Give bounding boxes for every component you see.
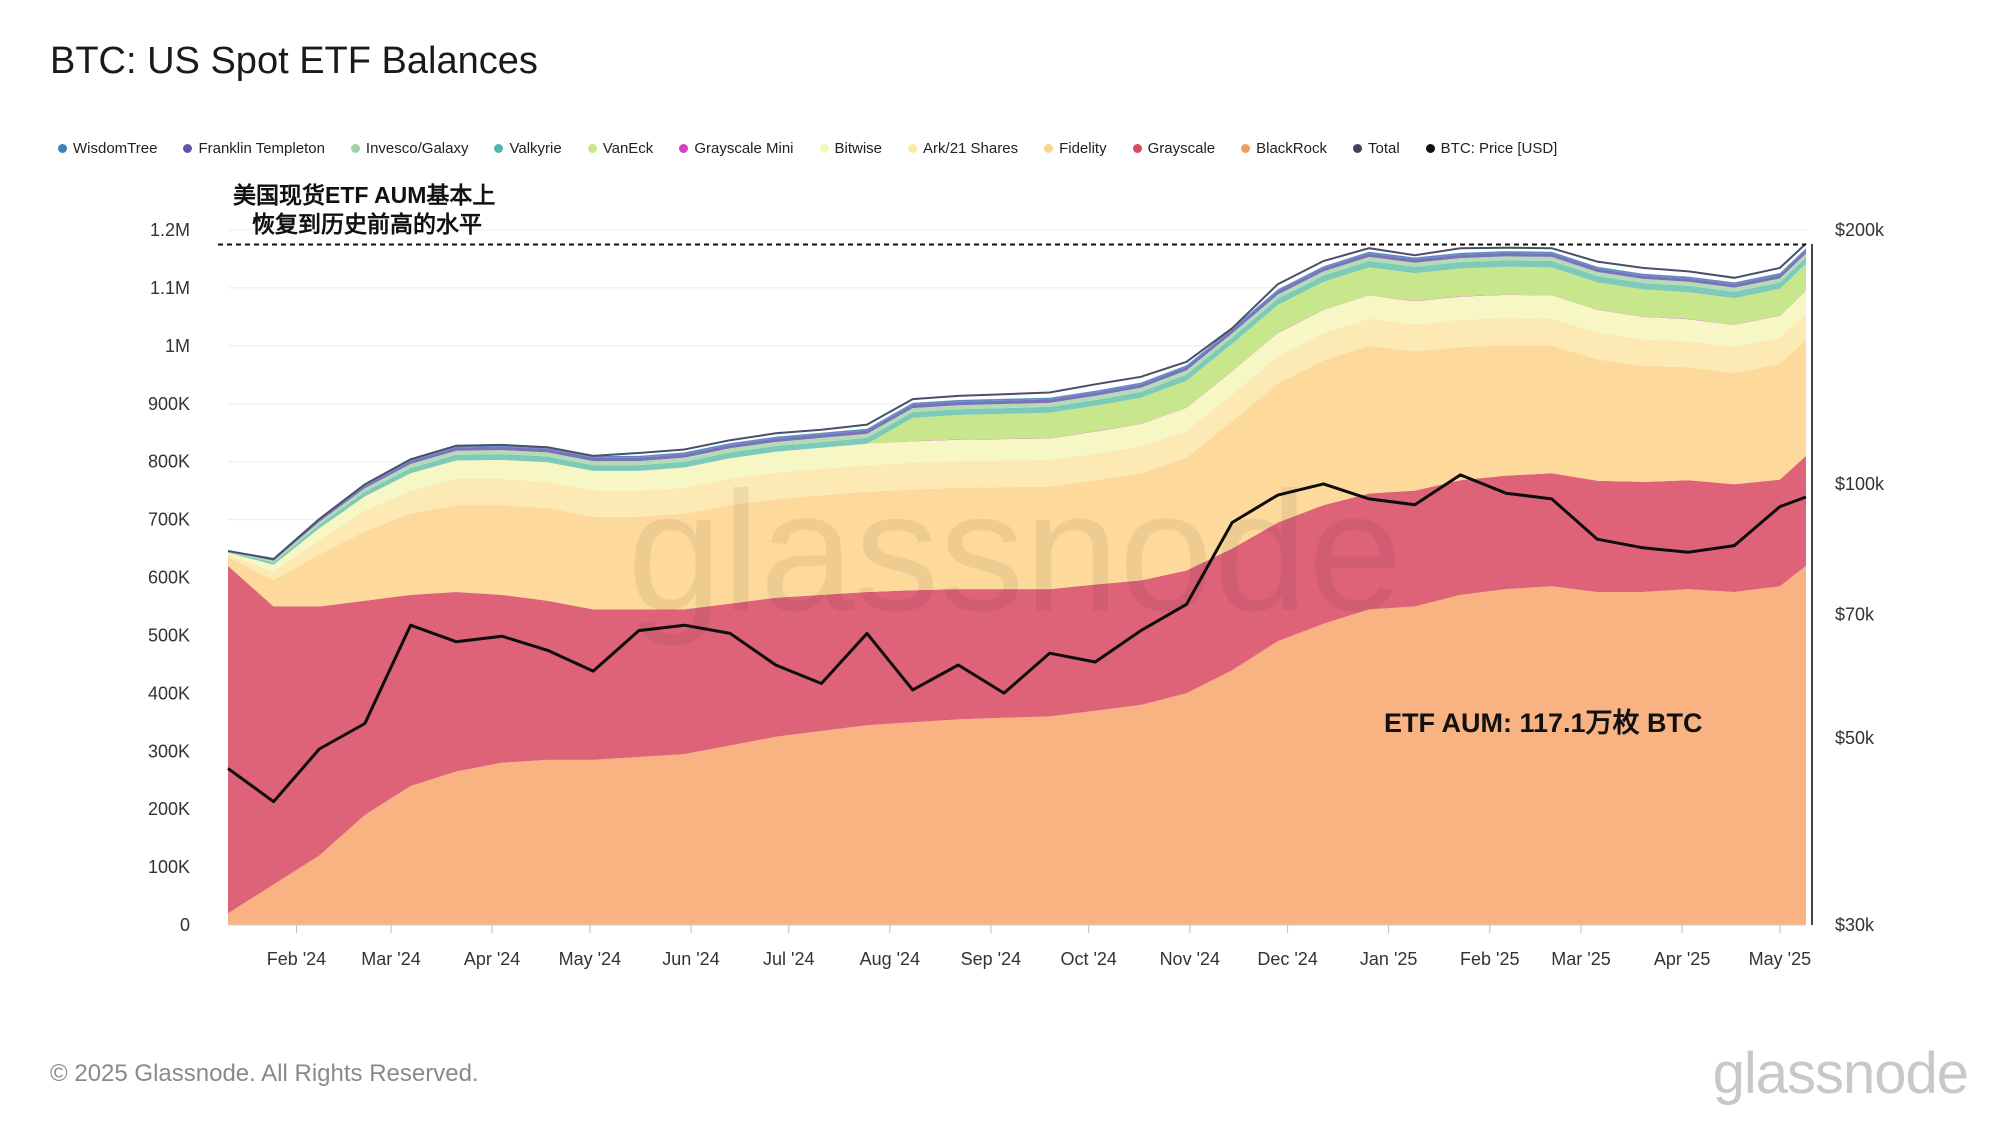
legend-item[interactable]: Bitwise (819, 140, 883, 157)
legend-label: Grayscale Mini (694, 140, 794, 157)
legend-label: Ark/21 Shares (923, 140, 1019, 157)
legend-dot-icon (494, 144, 504, 153)
x-tick-label: Jul '24 (763, 949, 814, 969)
legend-dot-icon (908, 144, 918, 153)
x-tick-label: May '25 (1749, 949, 1811, 969)
legend-item[interactable]: Total (1352, 140, 1400, 157)
legend-item[interactable]: WisdomTree (58, 140, 157, 157)
glassnode-watermark: glassnode (627, 457, 1402, 647)
y-left-tick-label: 400K (148, 683, 190, 703)
total-line (227, 242, 1807, 561)
area-grayscale (228, 455, 1806, 914)
legend-label: BlackRock (1256, 140, 1327, 157)
y-right-tick-label: $200k (1835, 220, 1885, 240)
area-bitwise (228, 290, 1806, 572)
y-left-tick-label: 0 (180, 915, 190, 935)
legend-label: WisdomTree (73, 140, 158, 157)
y-left-tick-label: 100K (148, 857, 190, 877)
x-tick-label: Feb '25 (1460, 949, 1519, 969)
legend-item[interactable]: BTC: Price [USD] (1425, 140, 1558, 157)
legend-item[interactable]: BlackRock (1241, 140, 1327, 157)
y-left-tick-label: 1.2M (150, 220, 190, 240)
x-tick-label: Mar '24 (361, 949, 420, 969)
legend-dot-icon (1352, 144, 1362, 153)
area-blackrock (228, 565, 1806, 925)
legend-item[interactable]: Grayscale Mini (679, 140, 794, 157)
legend-label: BTC: Price [USD] (1440, 140, 1558, 157)
legend-dot-icon (350, 144, 360, 153)
x-tick-label: Sep '24 (961, 949, 1022, 969)
legend-dot-icon (679, 144, 689, 153)
y-left-tick-label: 500K (148, 625, 190, 645)
legend-label: Total (1367, 140, 1400, 157)
legend-dot-icon (58, 144, 67, 153)
legend-item[interactable]: Franklin Templeton (183, 140, 325, 157)
area-ark-21-shares (228, 313, 1806, 581)
y-right-tick-label: $100k (1835, 474, 1885, 494)
y-left-tick-label: 1.1M (150, 278, 190, 298)
legend-label: Valkyrie (509, 140, 562, 157)
legend-dot-icon (819, 144, 829, 153)
legend: WisdomTree Franklin Templeton Invesco/Gala… (58, 140, 1758, 157)
y-right-tick-label: $30k (1835, 915, 1875, 935)
legend-item[interactable]: Valkyrie (494, 140, 562, 157)
y-left-tick-label: 900K (148, 394, 190, 414)
legend-item[interactable]: Ark/21 Shares (908, 140, 1018, 157)
x-tick-label: Nov '24 (1160, 949, 1220, 969)
ath-annotation-line2: 恢复到历史前高的水平 (252, 211, 482, 237)
y-left-tick-label: 300K (148, 741, 190, 761)
y-right-tick-label: $70k (1835, 605, 1875, 625)
legend-label: Invesco/Galaxy (365, 140, 469, 157)
x-tick-label: Aug '24 (860, 949, 921, 969)
legend-dot-icon (183, 144, 193, 153)
area-fidelity (228, 340, 1806, 610)
x-tick-label: Apr '24 (464, 949, 520, 969)
legend-label: Bitwise (834, 140, 883, 157)
y-left-tick-label: 600K (148, 568, 190, 588)
x-tick-label: Jun '24 (662, 949, 719, 969)
x-tick-label: Apr '25 (1654, 949, 1710, 969)
legend-label: Fidelity (1059, 140, 1107, 157)
ath-annotation-line1: 美国现货ETF AUM基本上 (233, 182, 495, 208)
x-tick-label: Feb '24 (267, 949, 326, 969)
legend-dot-icon (1425, 144, 1435, 153)
legend-item[interactable]: VanEck (587, 140, 654, 157)
y-left-tick-label: 700K (148, 510, 190, 530)
y-right-tick-label: $50k (1835, 728, 1875, 748)
legend-label: VanEck (602, 140, 654, 157)
x-tick-label: May '24 (559, 949, 621, 969)
legend-dot-icon (1132, 144, 1142, 153)
legend-dot-icon (587, 144, 597, 153)
y-left-tick-label: 800K (148, 452, 190, 472)
aum-annotation: ETF AUM: 117.1万枚 BTC (1384, 708, 1703, 738)
area-valkyrie (228, 257, 1806, 565)
area-vaneck (228, 263, 1806, 565)
chart-title: BTC: US Spot ETF Balances (50, 40, 538, 82)
legend-dot-icon (1241, 144, 1251, 153)
glassnode-logo: glassnode (1712, 1041, 1969, 1106)
x-tick-label: Dec '24 (1257, 949, 1317, 969)
copyright-footer: © 2025 Glassnode. All Rights Reserved. (50, 1060, 479, 1087)
y-left-tick-label: 1M (165, 336, 190, 356)
x-tick-label: Oct '24 (1060, 949, 1116, 969)
legend-item[interactable]: Fidelity (1044, 140, 1107, 157)
legend-item[interactable]: Invesco/Galaxy (350, 140, 469, 157)
btc-price-line (227, 473, 1807, 804)
legend-label: Franklin Templeton (198, 140, 325, 157)
legend-item[interactable]: Grayscale (1132, 140, 1216, 157)
x-tick-label: Jan '25 (1360, 949, 1417, 969)
x-tick-label: Mar '25 (1551, 949, 1610, 969)
legend-dot-icon (1044, 144, 1054, 153)
legend-label: Grayscale (1147, 140, 1216, 157)
y-left-tick-label: 200K (148, 799, 190, 819)
